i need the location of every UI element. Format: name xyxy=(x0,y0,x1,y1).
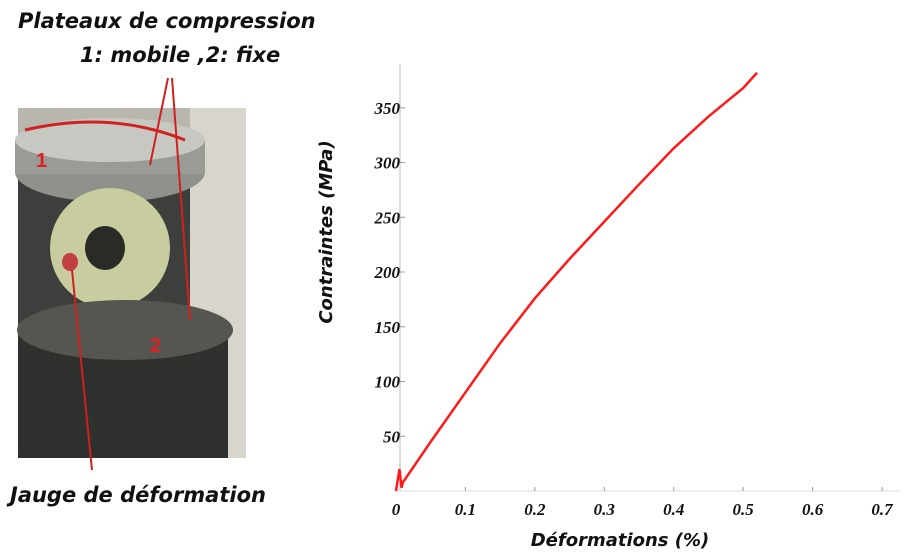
photo-label: 2 xyxy=(150,335,161,357)
x-tick-label: 0.7 xyxy=(871,500,894,519)
y-tick-label: 100 xyxy=(375,373,401,392)
y-tick-label: 200 xyxy=(374,263,401,282)
x-axis-label: Déformations (%) xyxy=(531,530,710,551)
x-tick-label: 0.3 xyxy=(594,500,616,519)
data-line xyxy=(394,71,758,492)
y-tick-label: 150 xyxy=(375,318,401,337)
y-tick-label: 250 xyxy=(374,208,401,227)
photo-label: 1 xyxy=(36,150,47,172)
x-tick-label: 0.2 xyxy=(524,500,546,519)
annotation: Plateaux de compression xyxy=(18,9,316,33)
photo xyxy=(15,108,246,458)
annotation: 1: mobile ,2: fixe xyxy=(80,43,280,67)
annotation: Jauge de déformation xyxy=(6,483,266,507)
x-tick-label: 0.6 xyxy=(802,500,824,519)
y-tick-label: 300 xyxy=(374,154,401,173)
y-axis-label: Contraintes (MPa) xyxy=(316,140,337,323)
x-tick-label: 0 xyxy=(392,500,401,519)
x-tick-label: 0.5 xyxy=(733,500,755,519)
arrows xyxy=(71,77,191,471)
x-tick-label: 0.4 xyxy=(663,500,684,519)
x-tick-label: 0.1 xyxy=(455,500,476,519)
y-tick-label: 50 xyxy=(383,427,401,446)
y-tick-label: 350 xyxy=(374,99,401,118)
